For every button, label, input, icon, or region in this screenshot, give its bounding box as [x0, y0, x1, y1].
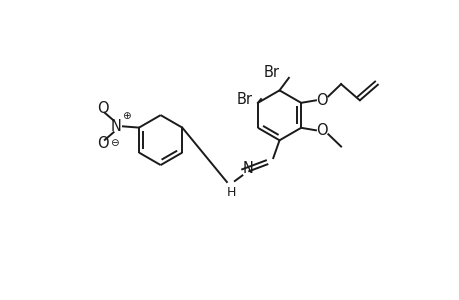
- Text: O: O: [316, 123, 327, 138]
- Text: O: O: [97, 101, 108, 116]
- Text: O: O: [316, 93, 327, 108]
- Text: N: N: [242, 161, 253, 176]
- Text: O: O: [97, 136, 108, 151]
- Text: H: H: [227, 186, 236, 199]
- Text: N: N: [111, 119, 122, 134]
- Text: ⊖: ⊖: [110, 138, 119, 148]
- Text: Br: Br: [263, 65, 280, 80]
- Text: Br: Br: [235, 92, 252, 106]
- Text: ⊕: ⊕: [122, 112, 130, 122]
